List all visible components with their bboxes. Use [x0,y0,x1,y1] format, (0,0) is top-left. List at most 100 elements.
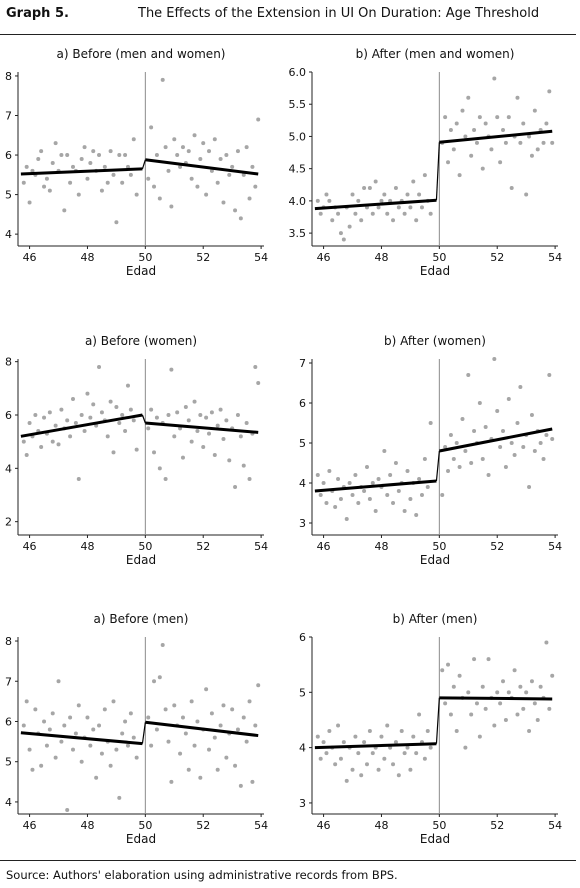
data-point [448,433,453,437]
data-point [111,699,116,704]
y-tick-label: 4 [5,462,12,475]
data-point [111,450,116,455]
data-point [483,425,488,429]
data-point [393,461,398,465]
data-point [30,767,35,772]
y-tick-label: 3 [299,517,306,530]
data-point [157,466,162,471]
data-point [396,773,401,778]
data-point [209,711,214,716]
fit-line [314,198,437,211]
fit-line [145,421,259,434]
data-point [443,115,448,120]
chart-panel-4: b) After (women) 3 4 5 6 7 46 48 50 52 54 Edad [299,334,562,567]
data-point [417,477,422,481]
data-point [178,751,183,756]
data-point [183,731,188,736]
data-point [382,449,387,453]
fit-jump [435,142,440,201]
data-point [111,172,116,177]
data-point [91,149,96,154]
data-point [446,469,451,473]
data-point [33,413,38,417]
x-tick-label: 52 [490,819,504,832]
data-point [218,723,223,728]
data-point [350,767,355,772]
data-point [512,668,517,673]
data-point [209,168,214,173]
data-point [108,399,113,404]
data-point [347,224,352,229]
data-point [97,153,102,158]
y-tick-label: 6.0 [289,66,307,79]
data-point [469,712,474,717]
data-point [99,410,104,415]
data-point [503,465,508,469]
fit-line [145,720,259,738]
x-tick-label: 50 [138,251,152,264]
data-point [233,208,238,213]
data-point [315,473,320,477]
data-point [524,690,529,695]
x-tick-label: 46 [317,540,331,553]
data-point [233,485,238,489]
y-tick-label: 5 [5,189,12,202]
data-point [529,679,534,684]
data-point [344,778,349,783]
data-point [327,729,332,734]
data-point [53,423,58,428]
data-point [73,421,78,425]
data-point [512,453,517,457]
data-point [47,410,52,415]
data-point [204,415,209,420]
data-point [169,204,174,209]
data-point [160,643,165,648]
data-point [495,690,500,695]
chart-title: a) Before (men and women) [57,47,226,61]
data-point [204,687,209,692]
data-point [472,429,477,433]
data-point [105,180,110,185]
data-point [157,675,162,680]
data-point [212,735,217,740]
data-point [373,509,378,513]
data-point [451,457,456,461]
x-tick-label: 46 [317,819,331,832]
data-point [76,477,81,481]
data-point [91,402,96,407]
data-point [238,216,243,221]
data-point [253,184,258,189]
data-point [460,108,465,113]
data-point [68,434,73,439]
data-point [474,140,479,145]
data-point [166,739,171,744]
data-point [333,505,338,509]
data-point [154,153,159,158]
data-point [21,180,26,185]
x-tick-label: 54 [548,540,562,553]
data-point [120,413,125,417]
data-point [85,391,90,396]
x-tick-label: 50 [432,540,446,553]
data-point [207,149,212,154]
chart-panel-2: b) After (men and women) 3.5 4.0 4.5 5.0 5.5 6… [289,47,563,278]
data-point [492,76,497,81]
data-point [486,657,491,662]
data-point [414,218,419,223]
fit-line [20,167,143,176]
y-tick-label: 8 [5,635,12,648]
data-point [21,723,26,728]
chart-panel-1: a) Before (men and women) 4 5 6 7 8 46 48 50 52 54… [5,47,268,278]
fit-line [439,696,553,701]
data-point [186,149,191,154]
data-point [414,751,419,756]
data-point [446,662,451,667]
data-point [79,157,84,161]
data-point [382,192,387,197]
data-point [544,433,549,437]
data-point [256,683,261,688]
fit-jump [141,414,146,424]
data-point [550,673,555,678]
data-point [515,95,520,100]
data-point [356,501,361,505]
